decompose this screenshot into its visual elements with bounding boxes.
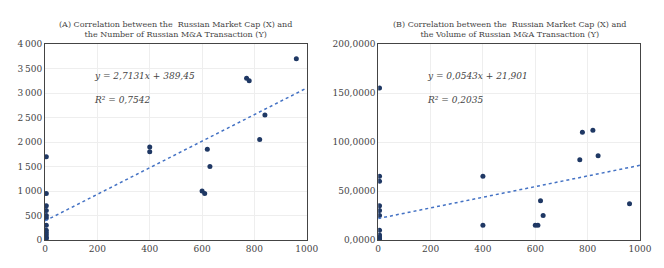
svg-text:500: 500	[25, 211, 42, 221]
svg-text:y = 0,0543x + 21,901: y = 0,0543x + 21,901	[427, 71, 528, 81]
svg-text:150,0000: 150,0000	[332, 88, 375, 98]
svg-text:200: 200	[422, 244, 439, 254]
svg-text:R² = 0,7542: R² = 0,7542	[94, 95, 150, 105]
svg-text:1 000: 1 000	[17, 186, 42, 196]
svg-text:0: 0	[36, 235, 42, 245]
svg-text:200: 200	[89, 244, 106, 254]
svg-text:1000: 1000	[629, 244, 652, 254]
svg-text:600: 600	[527, 244, 544, 254]
svg-text:400: 400	[141, 244, 158, 254]
svg-text:200,0000: 200,0000	[332, 39, 375, 49]
svg-text:600: 600	[193, 244, 210, 254]
svg-text:(B) Correlation between the R: (B) Correlation between the Russian Mark…	[393, 20, 626, 39]
svg-text:1 500: 1 500	[17, 162, 42, 172]
svg-text:400: 400	[474, 244, 491, 254]
svg-text:100,0000: 100,0000	[332, 137, 375, 147]
svg-text:1000: 1000	[295, 244, 318, 254]
svg-text:0: 0	[375, 244, 381, 254]
svg-text:0: 0	[42, 244, 48, 254]
svg-text:0,0000: 0,0000	[344, 235, 376, 245]
svg-text:y = 2,7131x + 389,45: y = 2,7131x + 389,45	[94, 71, 195, 81]
svg-text:4 000: 4 000	[17, 39, 42, 49]
svg-text:800: 800	[579, 244, 596, 254]
svg-text:2 500: 2 500	[17, 113, 42, 123]
svg-text:50,0000: 50,0000	[338, 186, 375, 196]
svg-text:2 000: 2 000	[17, 137, 42, 147]
svg-text:800: 800	[246, 244, 263, 254]
svg-text:(A) Correlation between the R: (A) Correlation between the Russian Mark…	[59, 20, 292, 39]
svg-text:3 000: 3 000	[17, 88, 42, 98]
svg-text:3 500: 3 500	[17, 64, 42, 74]
svg-text:R² = 0,2035: R² = 0,2035	[427, 95, 483, 105]
